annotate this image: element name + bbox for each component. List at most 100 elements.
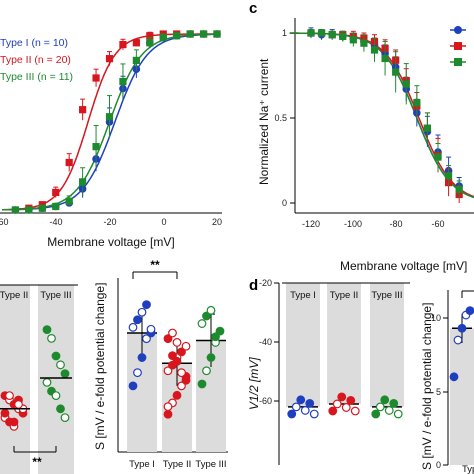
point-c-2-11 bbox=[423, 124, 432, 132]
point-c-2-0 bbox=[307, 29, 315, 37]
panel-c-y-label: Normalized Na⁺ current bbox=[257, 58, 271, 185]
panel-a-tick-1: -40 bbox=[49, 217, 62, 227]
b1-point-1-2 bbox=[51, 351, 61, 361]
b2-point-1-2 bbox=[172, 390, 182, 400]
b2-point-0-8 bbox=[142, 300, 151, 310]
panel-d2-bars bbox=[449, 306, 474, 465]
d1-point-1-1 bbox=[332, 399, 342, 409]
b2-point-0-2 bbox=[137, 353, 147, 362]
b1-cat-type-iii: Type III bbox=[40, 290, 71, 301]
point-c-2-12 bbox=[434, 153, 442, 161]
panel-c-label: c bbox=[249, 0, 257, 17]
b1-point-1-3 bbox=[56, 360, 65, 370]
b1-point-1-9 bbox=[60, 413, 70, 423]
b2-point-1-12 bbox=[172, 356, 182, 366]
b2-point-1-14 bbox=[181, 375, 191, 385]
panel-b1-points bbox=[0, 325, 72, 431]
b2-point-2-1 bbox=[202, 366, 211, 376]
point-c-2-7 bbox=[381, 54, 389, 63]
d1-cat-type-i: Type I bbox=[290, 290, 316, 301]
b1-point-0-13 bbox=[14, 400, 23, 409]
b2-point-0-0 bbox=[128, 381, 138, 391]
panel-d-label: d bbox=[249, 277, 258, 294]
b1-point-0-12 bbox=[9, 417, 19, 427]
d1-point-1-2 bbox=[337, 392, 347, 402]
b1-point-1-0 bbox=[42, 325, 52, 335]
d1-point-1-4 bbox=[346, 396, 356, 405]
b1-point-1-5 bbox=[42, 378, 52, 387]
d1-point-2-5 bbox=[393, 409, 403, 419]
b2-point-1-11 bbox=[168, 328, 177, 338]
b2-point-2-2 bbox=[206, 353, 216, 362]
point-c-2-10 bbox=[413, 99, 421, 107]
d1-ylabel-20: -20 bbox=[259, 278, 272, 288]
d2-point-0 bbox=[449, 372, 459, 382]
panel-c: c 1 0.5 0 -120 -100 -80 -60 Membrane vol… bbox=[249, 0, 474, 273]
point-a-2-4 bbox=[65, 197, 73, 205]
point-c-2-3 bbox=[339, 32, 347, 40]
d1-point-2-1 bbox=[375, 402, 385, 412]
legend-type-i: Type I (n = 10) bbox=[0, 37, 68, 49]
panel-b-left: Type II Type III ** bbox=[0, 284, 78, 474]
b2-point-1-8 bbox=[177, 347, 186, 357]
b1-point-0-11 bbox=[5, 391, 14, 401]
d1-ylabel-60: -60 bbox=[259, 396, 272, 406]
point-a-2-12 bbox=[173, 32, 181, 40]
panel-c-ylabel-1: 1 bbox=[282, 28, 287, 38]
point-a-2-14 bbox=[199, 30, 208, 38]
d1-bar-0 bbox=[286, 283, 320, 407]
b2-cat-type-iii: Type III bbox=[195, 459, 226, 470]
d1-bar-2 bbox=[370, 283, 404, 407]
panel-d1-bars bbox=[286, 283, 404, 419]
b1-point-1-7 bbox=[51, 391, 61, 401]
panel-c-xtick-100: -100 bbox=[344, 219, 362, 229]
legend-c-marker-3 bbox=[454, 58, 462, 66]
b2-point-1-15 bbox=[163, 402, 173, 412]
d2-point-4 bbox=[465, 306, 474, 316]
d1-point-1-0 bbox=[328, 406, 338, 416]
d1-bar-1 bbox=[327, 283, 361, 404]
d1-point-1-5 bbox=[350, 406, 360, 416]
panel-d2-y-label: S [mV / e-fold potential change] bbox=[420, 303, 434, 470]
d1-cat-type-ii: Type II bbox=[330, 290, 359, 301]
legend-type-ii: Type II (n = 20) bbox=[0, 54, 71, 66]
point-a-1-9 bbox=[132, 39, 140, 47]
panel-c-xtick-120: -120 bbox=[302, 219, 320, 229]
b2-point-2-0 bbox=[197, 379, 207, 389]
b2-point-1-17 bbox=[172, 338, 182, 347]
panel-d-right: 10 5 0 S [mV / e-fold potential change] … bbox=[420, 290, 474, 474]
point-c-2-14 bbox=[455, 185, 463, 193]
point-a-2-7 bbox=[105, 113, 114, 121]
b2-point-0-3 bbox=[142, 334, 151, 344]
b2-point-1-10 bbox=[163, 334, 173, 344]
d1-cat-type-iii: Type III bbox=[371, 290, 402, 301]
point-a-1-5 bbox=[79, 106, 87, 114]
b2-point-1-0 bbox=[163, 409, 173, 419]
d2-ylabel-5: 5 bbox=[436, 387, 441, 397]
b1-point-1-8 bbox=[56, 404, 65, 414]
b2-point-1-5 bbox=[163, 366, 173, 376]
panel-a-x-label: Membrane voltage [mV] bbox=[47, 235, 174, 249]
d1-point-1-3 bbox=[341, 403, 351, 412]
b2-point-0-1 bbox=[133, 368, 142, 378]
panel-a-tick-3: 0 bbox=[161, 217, 166, 227]
point-a-1-8 bbox=[119, 40, 127, 49]
bar-b1-type-ii bbox=[0, 285, 30, 474]
b2-point-1-9 bbox=[181, 341, 191, 351]
b2-point-0-6 bbox=[133, 315, 142, 325]
panel-c-ylabel-05: 0.5 bbox=[274, 113, 287, 123]
point-a-2-0 bbox=[11, 206, 20, 214]
b2-point-0-9 bbox=[146, 324, 156, 334]
d1-point-0-5 bbox=[309, 409, 319, 419]
d1-point-0-3 bbox=[300, 406, 310, 415]
panel-c-legend bbox=[450, 26, 466, 66]
b2-cat-type-i: Type I bbox=[129, 459, 155, 470]
panel-a-tick-2: -20 bbox=[103, 217, 116, 227]
point-c-2-9 bbox=[402, 80, 410, 88]
b1-cat-type-ii: Type II bbox=[0, 290, 28, 301]
d1-ylabel-40: -40 bbox=[259, 337, 272, 347]
point-c-2-4 bbox=[349, 36, 357, 44]
b2-point-2-5 bbox=[197, 319, 207, 328]
b2-point-0-5 bbox=[128, 322, 138, 332]
